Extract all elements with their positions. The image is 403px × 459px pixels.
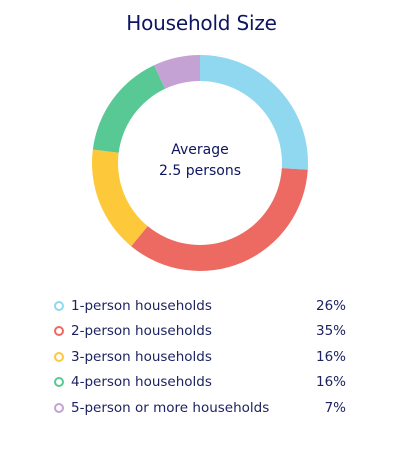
legend-label: 1-person households [71,297,212,314]
donut-slice-3 [92,149,148,247]
legend-label: 4-person households [71,374,212,391]
legend-value: 35% [315,323,346,340]
donut-chart [92,55,308,271]
legend: 1-person households 26% 2-person househo… [54,293,346,421]
legend-value: 16% [315,374,346,391]
legend-dot [54,300,64,311]
legend-value: 7% [324,399,346,416]
donut-slice-4 [92,65,166,153]
legend-item: 3-person households 16% [54,344,346,370]
legend-dot [54,402,64,413]
legend-dot [54,326,64,337]
legend-label: 3-person households [71,348,212,365]
legend-label: 2-person households [71,323,212,340]
center-label-line-1: Average [171,142,229,158]
legend-item: 2-person households 35% [54,319,346,345]
donut-slice-5 [154,55,200,89]
center-label-line-2: 2.5 persons [159,163,241,179]
legend-item: 1-person households 26% [54,293,346,319]
donut-slice-1 [200,55,308,170]
legend-dot [54,377,64,388]
chart-title: Household Size [126,11,277,35]
legend-dot [54,351,64,362]
legend-label: 5-person or more households [71,399,270,416]
legend-value: 16% [315,348,346,365]
legend-item: 4-person households 16% [54,370,346,396]
center-label: Average 2.5 persons [90,140,310,182]
donut-slice-2 [131,168,308,271]
legend-value: 26% [315,297,346,314]
legend-item: 5-person or more households 7% [54,395,346,421]
